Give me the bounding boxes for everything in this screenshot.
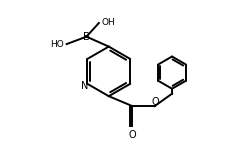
Text: O: O <box>151 97 159 107</box>
Text: OH: OH <box>102 18 116 27</box>
Text: HO: HO <box>50 40 63 49</box>
Text: B: B <box>83 32 90 42</box>
Text: O: O <box>128 130 136 140</box>
Text: N: N <box>81 81 89 91</box>
